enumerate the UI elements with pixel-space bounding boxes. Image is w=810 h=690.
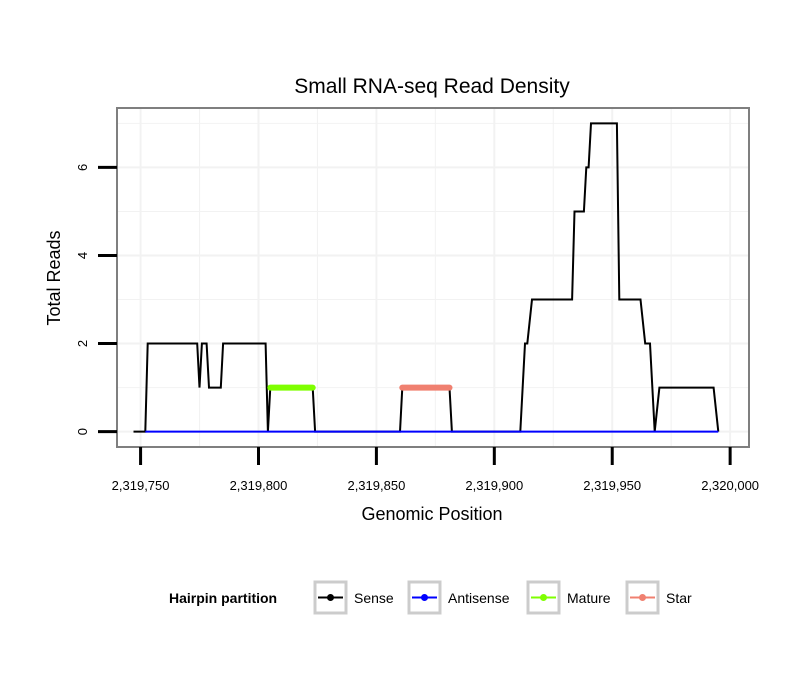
legend-label-star: Star — [666, 590, 692, 606]
legend-point-sense — [327, 594, 334, 601]
legend-label-mature: Mature — [567, 590, 611, 606]
y-axis: 0 2 4 6 — [75, 164, 117, 435]
y-axis-label: Total Reads — [44, 230, 64, 325]
legend-point-mature — [540, 594, 547, 601]
y-tick-label: 0 — [75, 428, 90, 435]
legend-title: Hairpin partition — [169, 590, 277, 606]
legend-label-sense: Sense — [354, 590, 394, 606]
x-tick-label: 2,319,750 — [112, 478, 170, 493]
x-tick-label: 2,320,000 — [701, 478, 759, 493]
y-tick-label: 6 — [75, 164, 90, 171]
y-tick-label: 4 — [75, 252, 90, 259]
series-layer — [133, 122, 720, 433]
x-axis-label: Genomic Position — [361, 504, 502, 524]
x-tick-label: 2,319,850 — [347, 478, 405, 493]
legend-point-antisense — [421, 594, 428, 601]
plot-panel-border — [116, 107, 750, 448]
legend-label-antisense: Antisense — [448, 590, 510, 606]
legend: Hairpin partition Sense Antisense Mature St… — [169, 580, 692, 615]
x-tick-label: 2,319,950 — [583, 478, 641, 493]
x-tick-label: 2,319,800 — [230, 478, 288, 493]
chart-title: Small RNA-seq Read Density — [294, 75, 570, 98]
legend-point-star — [639, 594, 646, 601]
x-axis: 2,319,750 2,319,800 2,319,850 2,319,900 2,31… — [112, 447, 759, 493]
y-tick-label: 2 — [75, 340, 90, 347]
grid — [117, 108, 749, 447]
x-tick-label: 2,319,900 — [465, 478, 523, 493]
